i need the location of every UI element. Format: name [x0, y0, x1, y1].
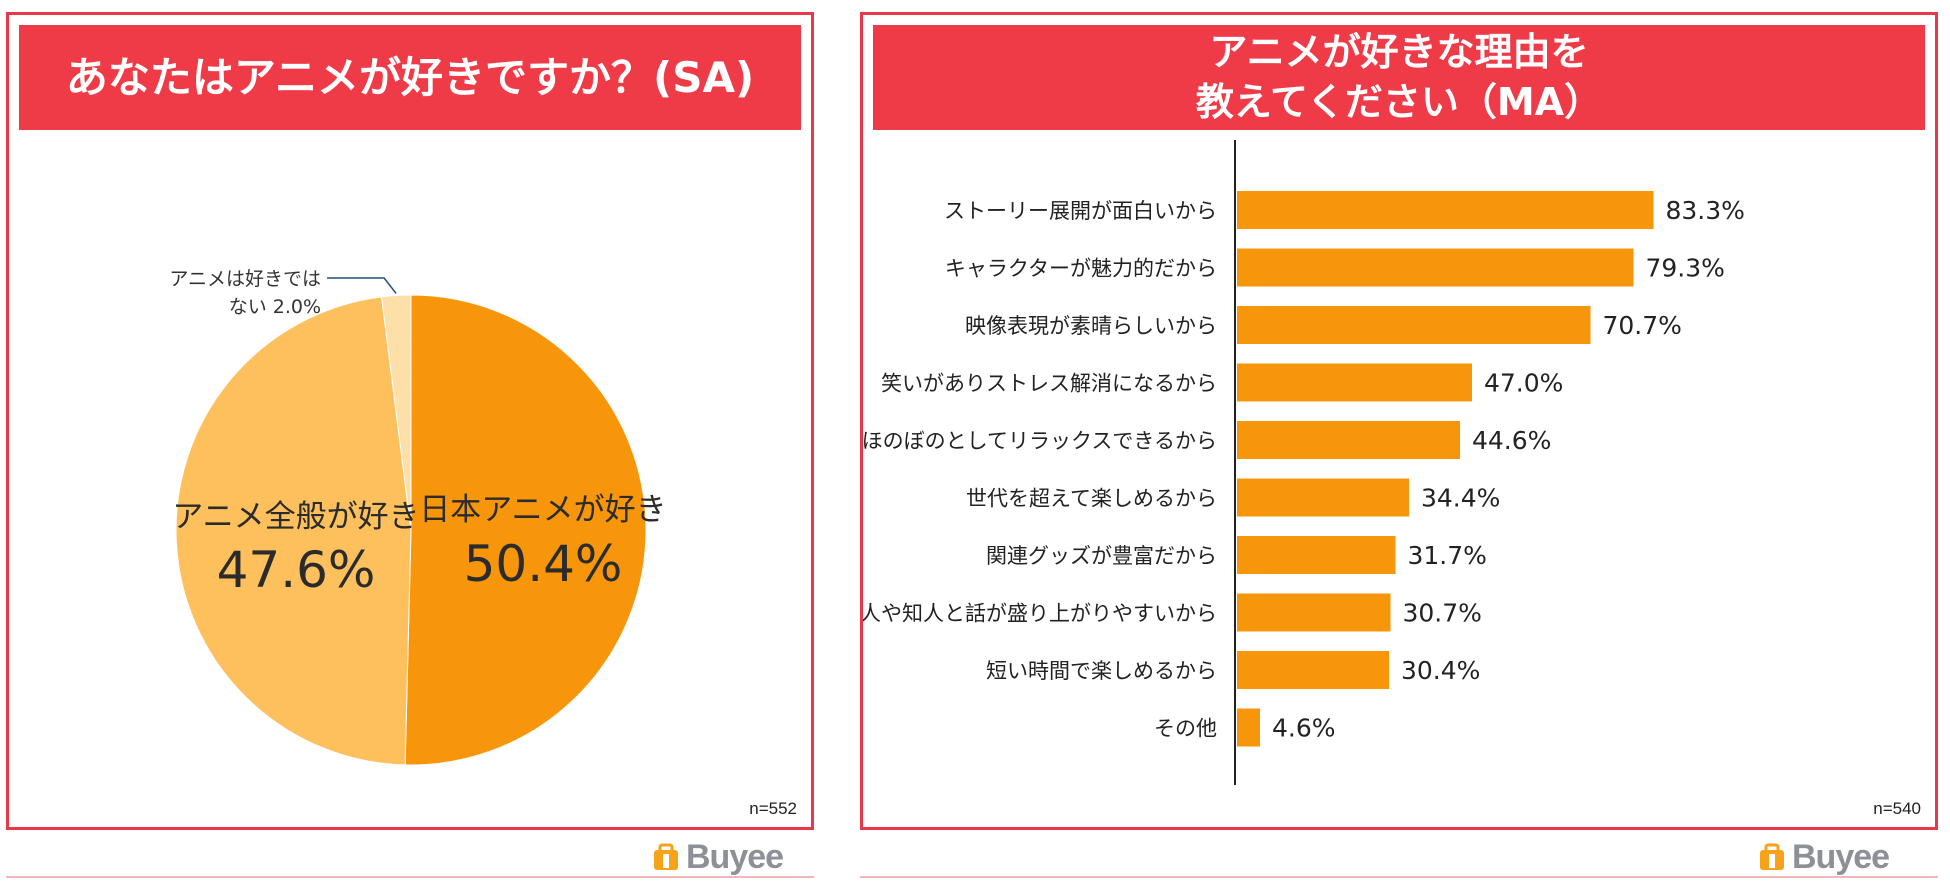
- pie-slice-label: アニメは好きでは: [169, 268, 321, 290]
- bar-value-label: 34.4%: [1421, 484, 1500, 513]
- pie-slice: [175, 296, 412, 766]
- category-label: 短い時間で楽しめるから: [986, 659, 1217, 683]
- bar-chart-title-line1: アニメが好きな理由を: [1209, 30, 1589, 74]
- buyee-logo: Buyee: [1758, 836, 1890, 878]
- bar-value-label: 70.7%: [1603, 311, 1682, 340]
- bar: [1237, 248, 1634, 287]
- category-label: ほのぼのとしてリラックスできるから: [863, 429, 1217, 453]
- bar: [1237, 421, 1460, 459]
- category-label: その他: [1154, 717, 1217, 741]
- bar-chart-panel: アニメが好きな理由を 教えてください（MA） ストーリー展開が面白いから 83.3…: [860, 12, 1938, 830]
- pie-slice: [380, 294, 412, 531]
- sample-size-label: n=540: [1873, 799, 1921, 818]
- category-label: 関連グッズが豊富だから: [986, 544, 1217, 568]
- bar: [1237, 191, 1654, 229]
- pie-slice-label: ない 2.0%: [229, 296, 321, 318]
- bar-value-label: 4.6%: [1272, 714, 1336, 743]
- buyee-logo-icon: [652, 842, 682, 872]
- bar-value-label: 44.6%: [1472, 426, 1551, 455]
- bar-value-label: 31.7%: [1408, 541, 1487, 570]
- buyee-logo-text: Buyee: [686, 837, 784, 876]
- bar: [1237, 306, 1591, 344]
- pie-callout-line: [327, 277, 397, 294]
- category-label: キャラクターが魅力的だから: [945, 257, 1217, 281]
- footer-divider: [860, 876, 1938, 878]
- pie-slice-label: 日本アニメが好き: [419, 492, 666, 528]
- pie-slice: [404, 294, 647, 766]
- pie-slice-label: アニメ全般が好き: [172, 499, 419, 535]
- category-label: 笑いがありストレス解消になるから: [881, 372, 1217, 396]
- category-label: 映像表現が素晴らしいから: [965, 314, 1217, 338]
- buyee-logo: Buyee: [652, 836, 784, 878]
- bar: [1237, 478, 1409, 517]
- category-label: ストーリー展開が面白いから: [944, 199, 1217, 223]
- bar: [1237, 536, 1396, 574]
- bar-value-label: 30.7%: [1403, 599, 1482, 628]
- bar-value-label: 79.3%: [1646, 254, 1725, 283]
- bar-chart: ストーリー展開が面白いから 83.3% キャラクターが魅力的だから 79.3% 映像表現…: [863, 140, 1745, 785]
- category-label: 世代を超えて楽しめるから: [966, 487, 1217, 511]
- sample-size-label: n=552: [749, 799, 797, 818]
- buyee-logo-text: Buyee: [1792, 837, 1890, 876]
- buyee-logo-icon: [1758, 842, 1788, 872]
- bar-value-label: 30.4%: [1401, 656, 1480, 685]
- bar: [1237, 593, 1391, 632]
- bar: [1237, 363, 1472, 402]
- bar-chart-title: アニメが好きな理由を 教えてください（MA）: [873, 25, 1925, 130]
- footer-divider: [6, 876, 814, 878]
- bar-value-label: 47.0%: [1484, 369, 1563, 398]
- bar: [1237, 708, 1260, 747]
- pie-chart-title: あなたはアニメが好きですか？(SA): [19, 25, 801, 130]
- category-label: 友人や知人と話が盛り上がりやすいから: [863, 602, 1217, 626]
- bar: [1237, 651, 1389, 689]
- pie-slice-value: 47.6%: [217, 541, 376, 599]
- pie-chart-panel: あなたはアニメが好きですか？(SA) 日本アニメが好き 50.4% アニメ全般が好き…: [6, 12, 814, 830]
- pie-slice-value: 50.4%: [464, 535, 623, 593]
- bar-value-label: 83.3%: [1666, 196, 1745, 225]
- bar-chart-title-line2: 教えてください（MA）: [1195, 80, 1603, 124]
